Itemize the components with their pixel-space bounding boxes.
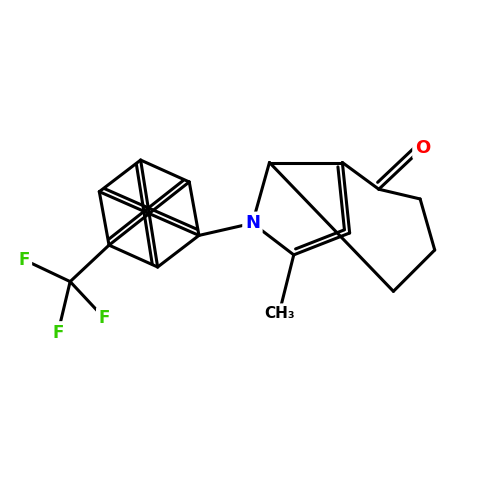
Text: O: O: [415, 139, 430, 157]
Text: F: F: [18, 250, 30, 268]
Text: N: N: [245, 214, 260, 232]
Text: CH₃: CH₃: [264, 306, 294, 320]
Text: F: F: [52, 324, 64, 342]
Text: F: F: [98, 309, 110, 327]
